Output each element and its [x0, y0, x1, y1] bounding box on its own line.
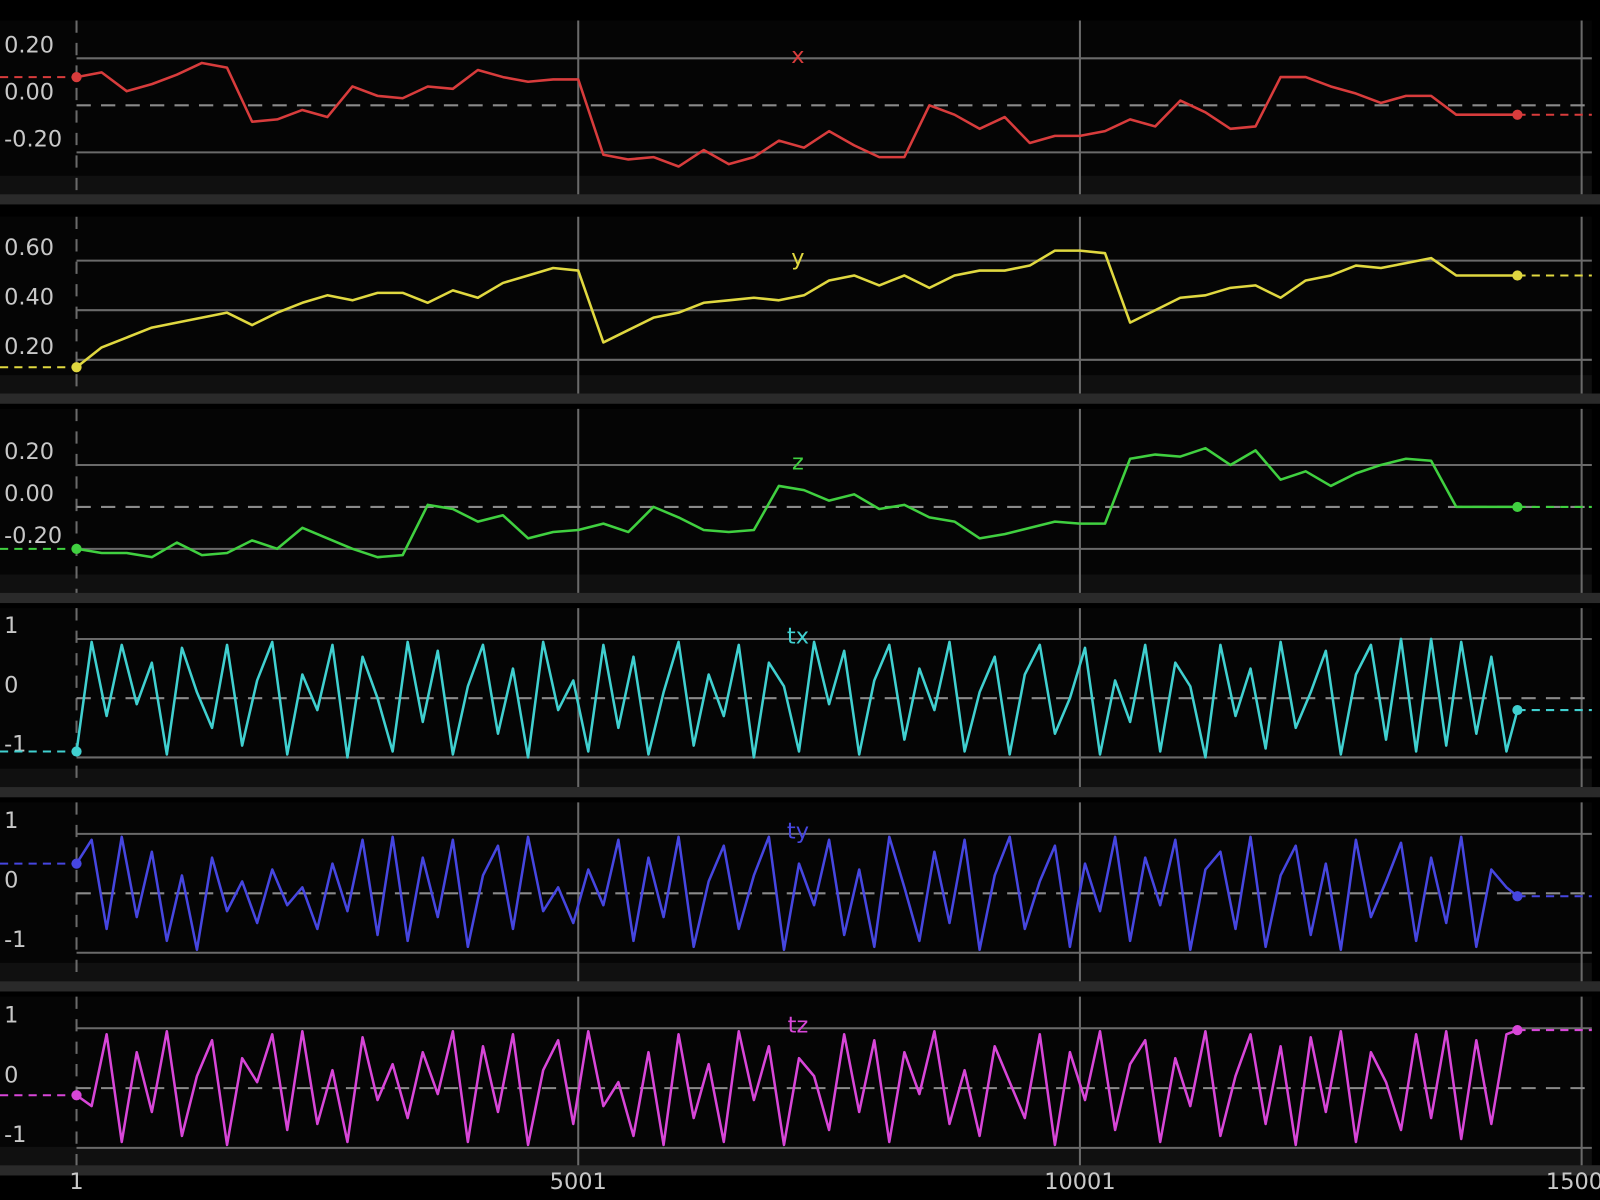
end-marker: [1512, 1024, 1523, 1036]
x-tick-label: 5001: [550, 1169, 607, 1195]
end-marker: [1512, 891, 1523, 902]
panel-separator: [0, 981, 1600, 992]
y-tick-label: 0.60: [4, 235, 54, 261]
y-tick-label: -1: [4, 927, 26, 953]
series-line: [75, 637, 1519, 759]
panel-separator: [0, 592, 1600, 604]
series-label: tz: [788, 1013, 809, 1039]
end-marker: [1512, 704, 1523, 716]
panel-footer: [0, 962, 1592, 982]
x-tick-label: 10001: [1044, 1169, 1115, 1195]
y-tick-label: 0.00: [4, 80, 54, 106]
y-tick-label: 0: [4, 1062, 18, 1088]
series-label: tx: [787, 623, 809, 649]
y-tick-label: -1: [4, 1122, 26, 1148]
panel-background: [0, 408, 1592, 593]
panel-separator: [0, 393, 1600, 404]
y-tick-label: -0.20: [4, 523, 62, 549]
y-tick-label: 0: [4, 672, 18, 698]
series-line: [76, 446, 1518, 559]
panel-footer: [0, 574, 1592, 593]
panel-background: [0, 216, 1592, 394]
start-marker: [71, 71, 82, 83]
panel-separator: [0, 194, 1600, 205]
panel-footer: [0, 175, 1592, 195]
y-tick-label: -0.20: [4, 127, 62, 153]
series-line: [75, 249, 1518, 369]
panel-footer: [0, 1146, 1592, 1166]
series-label: y: [791, 245, 804, 271]
y-tick-label: 0.20: [4, 439, 54, 465]
panel-background: [0, 20, 1592, 195]
series-line: [75, 835, 1519, 952]
x-tick-label: 1: [69, 1169, 83, 1195]
start-marker: [71, 1090, 82, 1101]
panel-footer: [0, 768, 1592, 788]
y-tick-label: 0: [4, 868, 18, 894]
end-marker: [1512, 501, 1523, 513]
y-tick-label: 0.20: [4, 33, 54, 59]
y-tick-label: 1: [4, 808, 18, 834]
end-marker: [1512, 270, 1523, 281]
start-marker: [71, 858, 82, 869]
series-label: x: [791, 43, 804, 69]
y-tick-label: 0.40: [4, 284, 54, 310]
series-label: z: [792, 449, 804, 475]
y-tick-label: -1: [4, 732, 26, 758]
y-tick-label: 1: [4, 613, 18, 639]
y-tick-label: 0.00: [4, 481, 54, 507]
panel-separator: [0, 1165, 1600, 1176]
y-tick-label: 1: [4, 1003, 18, 1029]
panel-footer: [0, 375, 1592, 394]
series-line: [76, 61, 1518, 168]
start-marker: [71, 543, 82, 554]
y-tick-label: 0.20: [4, 334, 54, 360]
end-marker: [1512, 109, 1523, 120]
panel-separator: [0, 787, 1600, 798]
series-label: ty: [787, 818, 809, 844]
start-marker: [71, 746, 82, 757]
series-line: [75, 1028, 1518, 1147]
start-marker: [71, 362, 82, 373]
